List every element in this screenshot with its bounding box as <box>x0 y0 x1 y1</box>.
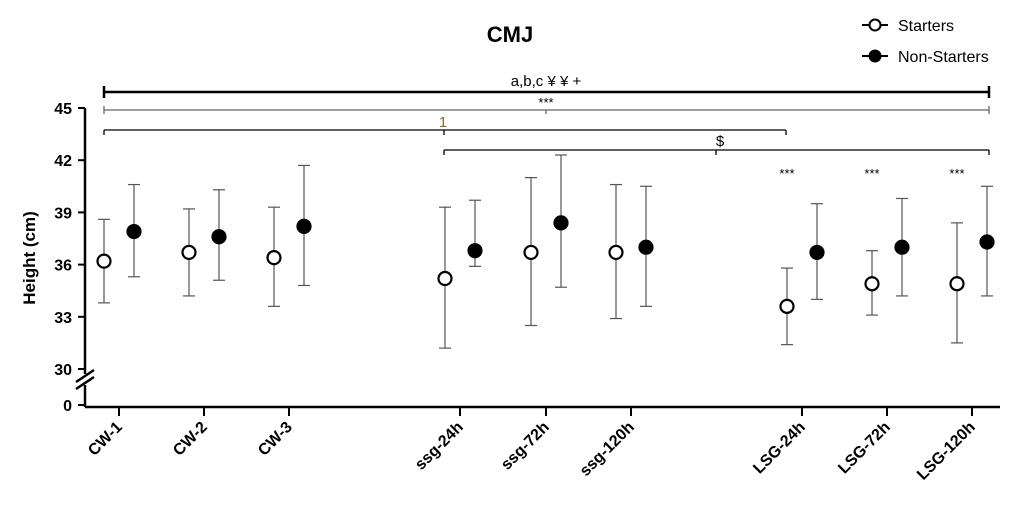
bracket-3-label: 1 <box>439 114 447 131</box>
legend: Starters Non-Starters <box>862 18 989 66</box>
data-point-starters <box>608 244 624 261</box>
data-point-starters <box>523 244 539 261</box>
data-point-non-starters <box>467 243 483 259</box>
significance-brackets: a,b,c ¥ ¥ + *** 1 $ <box>102 73 991 155</box>
bracket-4-label: $ <box>716 133 725 150</box>
legend-marker-starters <box>868 18 882 32</box>
y-axis-break-mark-2 <box>75 375 95 391</box>
data-point-starters <box>949 276 965 292</box>
data-point-non-starters <box>211 229 227 245</box>
data-point-starters <box>779 298 795 314</box>
x-tick-label: CW-2 <box>170 419 211 460</box>
data-point-non-starters <box>126 223 142 240</box>
bracket-top-label: a,b,c ¥ ¥ + <box>511 73 582 90</box>
legend-label-starters: Starters <box>898 18 954 35</box>
data-point-starters <box>437 270 453 287</box>
data-point-starters <box>96 253 112 269</box>
x-tick-label: ssg-120h <box>577 419 638 480</box>
point-star-label: *** <box>864 166 879 181</box>
x-tick-label: CW-1 <box>85 419 126 460</box>
point-star-label: *** <box>779 166 794 181</box>
bracket-2-label: *** <box>538 95 553 110</box>
data-point-starters <box>181 244 197 261</box>
y-tick-label: 42 <box>54 153 72 170</box>
x-tick-label: LSG-24h <box>750 419 809 478</box>
data-point-non-starters <box>894 239 910 255</box>
x-tick-label: LSG-72h <box>835 419 894 478</box>
data-point-non-starters <box>638 239 654 255</box>
point-star-annotations: *** *** *** <box>779 166 964 181</box>
chart-title: CMJ <box>487 22 533 47</box>
y-tick-label: 30 <box>54 362 72 379</box>
x-tick-label: ssg-72h <box>498 419 553 474</box>
y-axis-label: Height (cm) <box>20 211 39 305</box>
y-tick-label: 36 <box>54 258 72 275</box>
x-tick-label: ssg-24h <box>412 419 467 474</box>
data-point-starters <box>266 250 282 266</box>
y-tick-label: 45 <box>54 101 72 118</box>
data-point-starters <box>864 276 880 292</box>
legend-label-non-starters: Non-Starters <box>898 49 989 66</box>
x-axis: CW-1 CW-2 CW-3 ssg-24h ssg-72h ssg-120h LSG-24… <box>85 405 1000 484</box>
data-point-non-starters <box>979 234 995 250</box>
data-point-non-starters <box>296 218 312 234</box>
legend-marker-non-starters <box>868 49 882 63</box>
y-tick-label: 0 <box>63 398 72 415</box>
x-tick-label: LSG-120h <box>914 419 979 484</box>
data-marks <box>96 154 995 349</box>
y-tick-label: 39 <box>54 205 72 222</box>
y-tick-label: 33 <box>54 310 72 327</box>
data-point-non-starters <box>809 244 825 261</box>
point-star-label: *** <box>949 166 964 181</box>
y-axis: 0 30 33 36 39 42 45 Height (cm) <box>20 101 95 415</box>
y-axis-break-mark-1 <box>75 368 95 384</box>
data-point-non-starters <box>553 215 569 231</box>
x-tick-label: CW-3 <box>255 419 296 460</box>
